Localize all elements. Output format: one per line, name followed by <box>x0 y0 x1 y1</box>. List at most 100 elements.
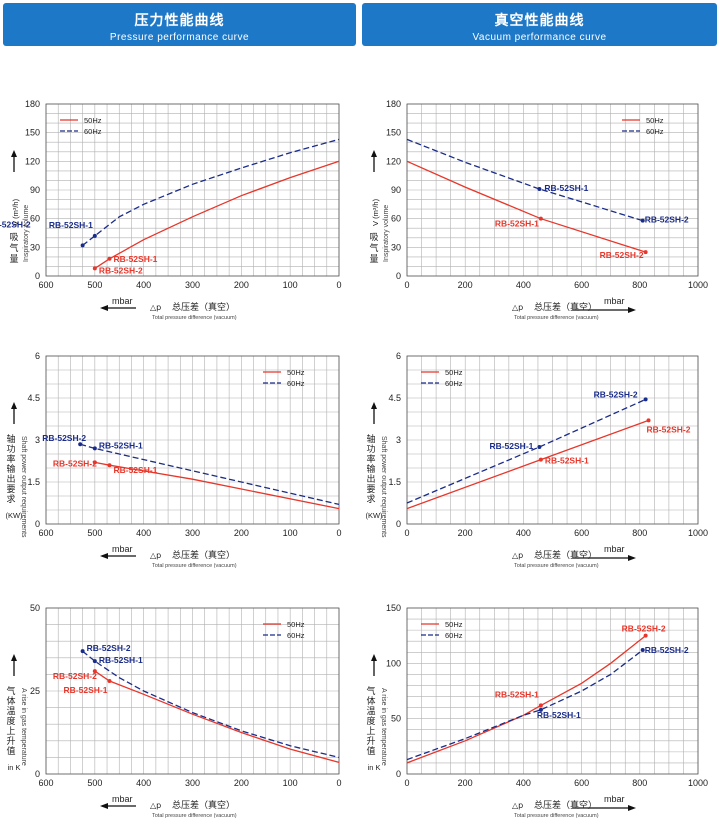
x-tick-label: 200 <box>234 528 249 538</box>
y-title-zh-char: 求 <box>6 493 15 505</box>
y-axis-caption: 量气吸 V (m³/h) Inspiratory volume <box>9 150 30 265</box>
x-tick-label: 0 <box>336 280 341 290</box>
point-label: RB-52SH-2 <box>600 250 644 260</box>
plot-frame <box>45 103 340 277</box>
x-tick-label: 200 <box>458 528 473 538</box>
y-tick-label: 4.5 <box>388 393 401 403</box>
y-tick-label: 0 <box>396 769 401 779</box>
x-axis-caption: mbar △p 总压差（真空） Total pressure difference (… <box>100 544 237 569</box>
data-point <box>92 460 97 465</box>
x-tick-label: 300 <box>185 528 200 538</box>
series-line-60Hz <box>82 138 340 246</box>
plot-frame <box>406 355 699 525</box>
point-label: RB-52SH-1 <box>113 465 157 475</box>
y-title-zh-char: 升 <box>6 736 15 747</box>
x-tick-label: 200 <box>458 280 473 290</box>
y-tick-label: 180 <box>386 99 401 109</box>
legend-label: 60Hz <box>84 127 102 136</box>
x-tick-label: 600 <box>574 528 589 538</box>
data-point <box>640 648 645 653</box>
y-tick-label: 25 <box>30 686 40 696</box>
point-label: RB-52SH-2 <box>53 458 97 468</box>
chart-vacuum-power: 0 200 400 600 800 1000 0 1.5 3 4.5 6 RB-52SH-1 RB-52… <box>365 351 708 569</box>
y-title-zh-char: 度 <box>6 715 15 727</box>
legend-label: 60Hz <box>646 127 664 136</box>
plot-frame <box>406 103 699 277</box>
legend-label: 60Hz <box>445 631 463 640</box>
x-tick-label: 600 <box>38 778 53 788</box>
y-tick-label: 100 <box>386 658 401 668</box>
x-axis-caption: mbar △p 总压差（真空） Total pressure difference (… <box>100 296 237 321</box>
point-label: RB-52SH-1 <box>544 183 588 193</box>
y-tick-label: 30 <box>391 242 401 252</box>
data-point <box>80 649 85 654</box>
series-line-60Hz <box>406 398 646 504</box>
data-point <box>107 463 112 468</box>
series-line-50Hz <box>94 461 340 510</box>
y-title-zh-char: 度 <box>366 715 375 727</box>
y-tick-label: 1.5 <box>388 477 401 487</box>
x-title-zh: 总压差（真空） <box>534 301 597 313</box>
point-label: RB-52SH-2 <box>647 424 691 434</box>
chart-pressure-temp: 600 500 400 300 200 100 002550RB-52SH-2RB-52SH… <box>6 603 341 819</box>
y-title-en: A rise in gas temperature <box>20 688 27 766</box>
point-label: RB-52SH-2 <box>99 265 143 275</box>
point-label: RB-52SH-1 <box>545 456 589 466</box>
y-tick-label: 4.5 <box>27 393 40 403</box>
x-tick-label: 600 <box>574 280 589 290</box>
x-tick-label: 600 <box>38 528 53 538</box>
x-tick-label: 600 <box>574 778 589 788</box>
series-line-60Hz <box>406 649 644 761</box>
data-point <box>538 703 543 708</box>
y-title-zh-char: 升 <box>366 736 375 747</box>
data-point <box>643 250 648 255</box>
x-title-zh: 总压差（真空） <box>534 549 597 561</box>
data-point <box>80 243 85 248</box>
x-tick-label: 800 <box>632 778 647 788</box>
y-tick-label: 0 <box>35 271 40 281</box>
y-title-zh-char: 输 <box>6 463 15 475</box>
x-tick-label: 800 <box>632 280 647 290</box>
delta-p-label: △p <box>150 801 161 810</box>
y-tick-label: 30 <box>30 242 40 252</box>
delta-p-label: △p <box>512 303 523 312</box>
y-title-zh-char: 出 <box>366 473 375 485</box>
y-unit-label: V (m³/h) <box>371 198 380 226</box>
y-tick-label: 60 <box>30 214 40 224</box>
y-title-en: A rise in gas temperature <box>380 688 387 766</box>
x-title-zh: 总压差（真空） <box>534 799 597 811</box>
x-unit-label: mbar <box>112 296 133 306</box>
y-title-zh-char: 值 <box>366 745 375 757</box>
series-line-50Hz <box>406 419 649 510</box>
x-tick-label: 100 <box>283 280 298 290</box>
data-point <box>643 633 648 638</box>
y-tick-label: 6 <box>396 351 401 361</box>
y-title-zh-char: 功 <box>6 444 15 455</box>
y-title-zh-char: 气 <box>366 685 375 697</box>
y-arrow-head <box>11 654 17 661</box>
x-tick-label: 400 <box>516 528 531 538</box>
x-tick-label: 400 <box>136 528 151 538</box>
y-title-zh-char: 气 <box>369 242 378 254</box>
data-point <box>92 446 97 451</box>
point-label: RB-52SH-2 <box>42 433 86 443</box>
axis-arrow-head <box>100 553 108 559</box>
y-title-en: Shaft power output requirements <box>20 436 27 538</box>
data-point <box>92 659 97 664</box>
data-point <box>92 669 97 674</box>
pressure-title-en: Pressure performance curve <box>109 32 250 43</box>
y-title-zh-char: 气 <box>9 242 18 254</box>
y-title-zh-char: 输 <box>366 463 375 475</box>
x-tick-label: 400 <box>516 280 531 290</box>
data-point <box>538 457 543 462</box>
axis-arrow-head <box>100 803 108 809</box>
data-point <box>537 187 542 192</box>
y-title-zh-char: 要 <box>366 484 375 495</box>
y-tick-label: 60 <box>391 214 401 224</box>
x-unit-label: mbar <box>604 794 625 804</box>
legend-label: 60Hz <box>287 379 305 388</box>
y-title-zh-char: 功 <box>366 444 375 455</box>
